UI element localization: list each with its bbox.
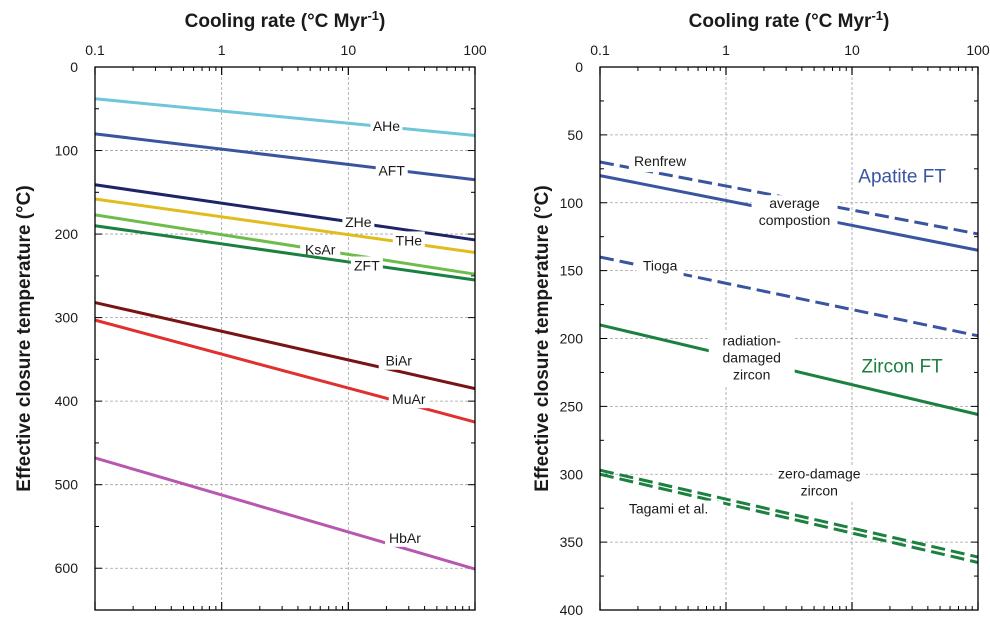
annotation-line: Tagami et al. xyxy=(629,501,708,517)
series-label-background xyxy=(350,256,383,275)
y-tick-label: 300 xyxy=(560,466,584,482)
group-label: Zircon FT xyxy=(861,357,943,378)
annotation-background xyxy=(708,332,795,386)
annotation-text: radiation-damaged zircon xyxy=(723,332,782,382)
series-label-background xyxy=(300,240,341,259)
series-line-ksar xyxy=(94,213,476,276)
annotation-background xyxy=(613,500,724,520)
x-axis-title-superscript: -1 xyxy=(367,8,379,23)
y-tick-label: 300 xyxy=(55,310,79,326)
y-tick-label: 50 xyxy=(567,127,583,143)
y-tick-label: 350 xyxy=(560,534,584,550)
x-axis-title: Cooling rate (°C Myr-1) xyxy=(185,8,386,32)
annotation-text: Renfrew xyxy=(634,153,687,169)
group-label: Apatite FT xyxy=(858,167,946,188)
plot-frame xyxy=(599,66,979,611)
x-tick-label: 100 xyxy=(463,42,487,58)
y-tick-label: 250 xyxy=(560,398,584,414)
series-label-background xyxy=(392,231,425,250)
x-tick-label: 0.1 xyxy=(590,42,610,58)
chart-panel-2: 0.1 1 10 100 0 50 100 150 200 250 300 350 400 Renfrew… xyxy=(532,8,990,617)
y-tick-label: 400 xyxy=(55,393,79,409)
plot-frame xyxy=(94,66,476,611)
x-tick-label: 1 xyxy=(218,42,226,58)
annotation-line: average xyxy=(769,195,820,211)
y-tick-label: 200 xyxy=(55,226,79,242)
annotation-text: Tioga xyxy=(643,258,678,274)
series-label-background xyxy=(342,213,375,232)
annotation-background xyxy=(636,257,684,277)
y-tick-label: 400 xyxy=(560,602,584,617)
y-tick-label: 500 xyxy=(55,477,79,493)
x-tick-label: 10 xyxy=(844,42,860,58)
annotation-line: zircon xyxy=(733,366,770,382)
series-label-biar: BiAr xyxy=(386,353,413,369)
series-label-ksar: KsAr xyxy=(305,242,336,258)
series-label-aft: AFT xyxy=(378,162,405,178)
series-label-hbar: HbAr xyxy=(389,530,421,546)
series-label-background xyxy=(384,528,425,547)
x-axis-title-main: Cooling rate (°C Myr xyxy=(185,11,368,32)
annotation-background xyxy=(751,195,838,232)
annotation-text: zero-damage zircon xyxy=(778,465,861,498)
annotation-text: Tagami et al. xyxy=(629,501,708,517)
x-axis-title-end: ) xyxy=(379,11,385,32)
series-label-ahe: AHe xyxy=(373,118,400,134)
y-tick-label: 600 xyxy=(55,560,79,576)
y-tick-label: 0 xyxy=(575,59,583,75)
annotation-background xyxy=(628,153,692,173)
series-label-muar: MuAr xyxy=(392,391,426,407)
y-tick-label: 100 xyxy=(55,143,79,159)
annotation-line: zircon xyxy=(801,482,838,498)
y-tick-label: 100 xyxy=(560,195,584,211)
chart-panel-1: 0.1 1 10 100 0 100 200 300 400 500 600 AHe AFT ZHe THe… xyxy=(14,8,487,611)
x-axis-title: Cooling rate (°C Myr-1) xyxy=(689,8,890,32)
series-line-zft xyxy=(94,224,476,282)
series-line-6 xyxy=(599,472,979,564)
series-label-background xyxy=(378,351,419,370)
y-tick-label: 0 xyxy=(70,59,78,75)
x-axis-title-superscript: -1 xyxy=(871,8,883,23)
annotation-line: damaged xyxy=(723,349,781,365)
x-tick-label: 100 xyxy=(966,42,990,58)
series-label-zhe: ZHe xyxy=(345,214,372,230)
series-line-hbar xyxy=(94,456,476,571)
x-axis-title-end: ) xyxy=(883,11,889,32)
y-axis-title: Effective closure temperature (°C) xyxy=(532,185,553,491)
y-tick-label: 150 xyxy=(560,263,584,279)
series-line-5 xyxy=(599,468,979,559)
annotation-line: Tioga xyxy=(643,258,678,274)
annotation-text: average compostion xyxy=(759,195,831,228)
x-tick-label: 10 xyxy=(341,42,357,58)
annotation-background xyxy=(772,465,867,502)
x-tick-label: 1 xyxy=(722,42,730,58)
annotation-line: compostion xyxy=(759,212,831,228)
series-label-background xyxy=(388,390,429,409)
x-axis-title-main: Cooling rate (°C Myr xyxy=(689,11,872,32)
series-label-the: THe xyxy=(396,232,423,248)
x-tick-label: 0.1 xyxy=(85,42,105,58)
annotation-line: zero-damage xyxy=(778,465,861,481)
annotation-line: Renfrew xyxy=(634,153,687,169)
series-line-zhe xyxy=(94,183,476,242)
series-line-ahe xyxy=(94,97,476,137)
series-line-biar xyxy=(94,301,476,391)
y-axis-title: Effective closure temperature (°C) xyxy=(14,185,35,491)
series-label-zft: ZFT xyxy=(354,257,380,273)
series-line-aft xyxy=(94,132,476,182)
y-tick-label: 200 xyxy=(560,331,584,347)
series-label-background xyxy=(375,161,408,180)
annotation-line: radiation- xyxy=(723,332,782,348)
series-label-background xyxy=(370,116,403,135)
